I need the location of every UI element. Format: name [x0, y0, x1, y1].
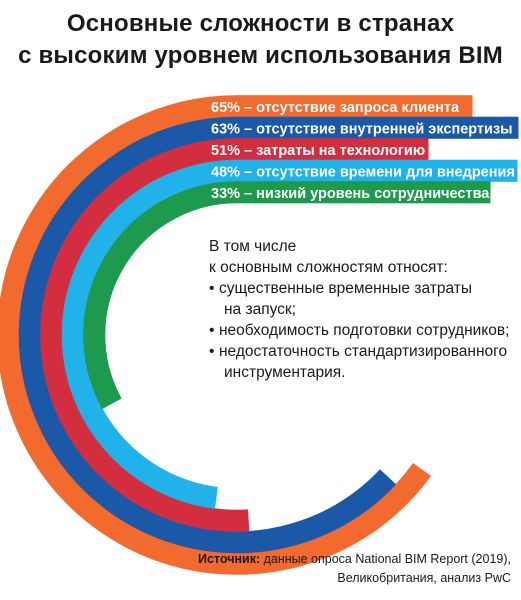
radial-bar-label: 48% – отсутствие времени для внедрения [211, 164, 515, 180]
note-item-text-continued: на запуск; [224, 301, 297, 318]
radial-bar-label-band [236, 159, 518, 182]
note-list-item: необходимость подготовки сотрудников; [209, 320, 519, 341]
note-block: В том числе к основным сложностям относя… [209, 236, 519, 383]
note-item-text: существенные временные затраты [219, 280, 472, 297]
note-item-text: недостаточность стандартизированного [219, 343, 508, 360]
radial-bar-arc [83, 181, 238, 410]
source-text-line-1: данные опроса National BIM Report (2019)… [260, 552, 511, 566]
radial-bar-label: 33% – низкий уровень сотрудничества [211, 186, 490, 202]
radial-bar-label: 51% – затраты на технологию [211, 143, 425, 159]
source-text-line-2: Великобритания, анализ PwC [337, 571, 511, 585]
note-list-item: недостаточность стандартизированного инс… [209, 341, 519, 383]
note-intro-line-2: к основным сложностям относят: [209, 259, 448, 276]
note-intro-line-1: В том числе [209, 238, 297, 255]
radial-bar-label-band [236, 116, 519, 139]
note-item-text-continued: инструментария. [224, 364, 346, 381]
chart-title-line-1: Основные сложности в странах [66, 10, 455, 37]
radial-bar-label-band [236, 95, 473, 118]
note-list-item: существенные временные затраты на запуск… [209, 278, 519, 320]
note-item-text: необходимость подготовки сотрудников; [219, 322, 510, 339]
radial-bar-label: 63% – отсутствие внутренней экспертизы [211, 121, 513, 137]
chart-title-line-2: с высоким уровнем использования BIM [18, 42, 503, 69]
source-label: Источник: [197, 552, 261, 566]
radial-bar-arc [61, 159, 238, 509]
chart-title: Основные сложности в странах с высоким у… [0, 8, 521, 72]
radial-bar-arc [18, 116, 397, 554]
radial-bar-arc [40, 138, 250, 532]
radial-bar-arc [0, 95, 431, 575]
radial-bar-label-band [236, 181, 491, 204]
note-list: существенные временные затраты на запуск… [209, 278, 519, 383]
radial-bar-label-band [236, 138, 429, 161]
source-note: Источник: данные опроса National BIM Rep… [198, 550, 511, 588]
radial-bar-label: 65% – отсутствие запроса клиента [211, 100, 460, 116]
